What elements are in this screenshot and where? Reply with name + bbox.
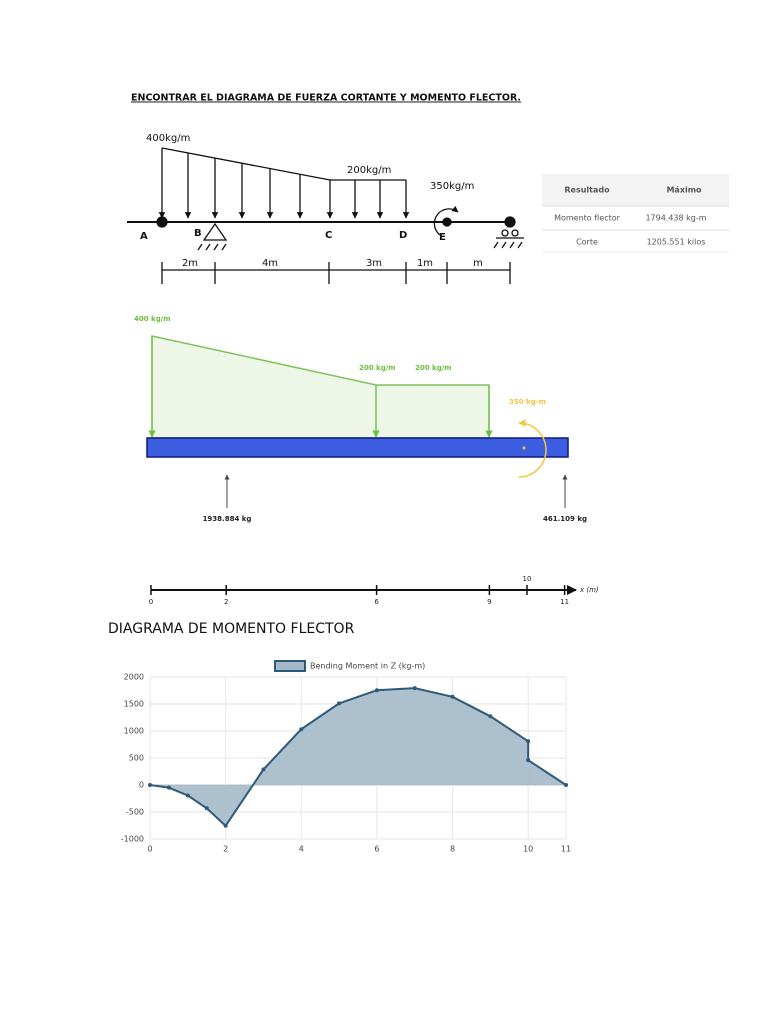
load-label: 200 kg/m [415,364,452,372]
load-label: 200 kg/m [359,364,396,372]
y-tick-label: 1000 [124,727,144,736]
span-label: 3m [366,258,382,269]
span-label: 2m [182,258,198,269]
span-label: 4m [262,258,278,269]
point [166,785,171,790]
y-tick-label: -500 [126,808,144,817]
x-tick-label: 6 [374,845,379,854]
y-tick-label: 2000 [124,673,144,682]
table-cell: Corte [576,238,598,247]
point-label: B [194,228,202,239]
span-label: m [473,258,483,269]
point-label: E [439,232,446,243]
moment-label: 350 kg-m [509,398,546,406]
point-label: C [325,230,332,241]
span-label: 1m [417,258,433,269]
reaction-label: 1938.884 kg [203,515,252,523]
point [337,701,342,706]
axis-label: x (m) [579,586,599,594]
axis-tick-label: 6 [374,598,379,606]
point [526,758,531,763]
axis-tick-label: 0 [149,598,153,606]
x-tick-label: 10 [523,845,533,854]
point [299,727,304,732]
legend-label: Bending Moment in Z (kg-m) [310,662,425,671]
point [412,686,417,691]
y-tick-label: -1000 [121,835,144,844]
x-tick-label: 8 [450,845,455,854]
area [150,688,566,826]
axis-tick-label: 2 [224,598,228,606]
beam-diagram [127,147,524,284]
y-tick-label: 0 [139,781,144,790]
results-table: Resultado Máximo Momento flector 1794.43… [542,174,729,253]
x-tick-label: 4 [299,845,304,854]
chart: -1000 -500 0 500 1000 1500 2000 0 2 4 6 8 10 11 Bendin… [121,660,571,854]
point [488,714,493,719]
point-label: A [140,231,148,242]
table-cell: 1205.551 kilos [647,238,706,247]
point [564,783,568,787]
point [450,694,455,699]
load-label: 200kg/m [347,165,391,176]
point [204,806,209,811]
point [223,823,228,828]
point [261,767,266,772]
load-label: 400 kg/m [134,315,171,323]
point [185,793,190,798]
y-tick-label: 1500 [124,700,144,709]
table-cell: Momento flector [554,214,621,223]
table-header: Máximo [666,186,702,195]
axis-tick-label: 10 [523,575,532,583]
reaction-label: 461.109 kg [543,515,587,523]
load-diagram [146,335,569,508]
load-label: 350kg/m [430,181,474,192]
y-tick-label: 500 [129,754,144,763]
x-tick-label: 0 [147,845,152,854]
doc-title: ENCONTRAR EL DIAGRAMA DE FUERZA CORTANTE… [131,93,521,104]
point [374,688,379,693]
axis-tick-label: 11 [560,598,569,606]
load-label: 400kg/m [146,133,190,144]
table-cell: 1794.438 kg-m [645,214,706,223]
axis-tick-label: 9 [487,598,491,606]
legend-swatch [274,660,306,672]
point [526,739,531,744]
point [148,783,152,787]
x-tick-label: 11 [561,845,571,854]
point-label: D [399,230,407,241]
section-title: DIAGRAMA DE MOMENTO FLECTOR [108,621,355,637]
x-tick-label: 2 [223,845,228,854]
table-header: Resultado [564,186,610,195]
